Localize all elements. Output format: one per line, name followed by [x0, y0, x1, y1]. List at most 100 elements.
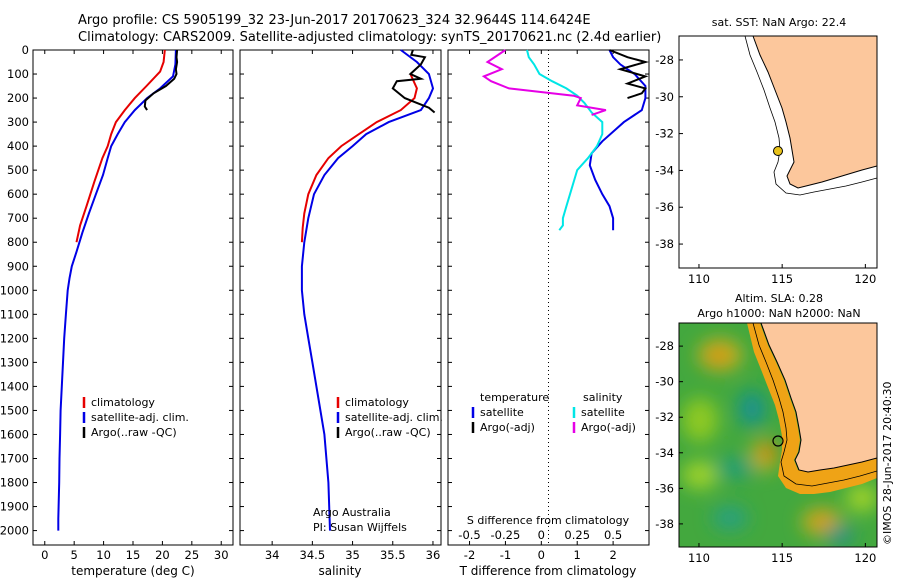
map-y-tick-label: -34: [655, 163, 674, 177]
imos-footer: ©IMOS 28-Jun-2017 20:40:30: [881, 381, 894, 545]
salinity-legend: climatology satellite-adj. clim. Argo(..…: [336, 396, 443, 439]
temperature-xlabel: temperature (deg C): [71, 564, 194, 578]
argo-position-marker: [772, 435, 784, 447]
plot-title-line2: Climatology: CARS2009. Satellite-adjuste…: [78, 30, 662, 45]
depth-tick-label: 0: [22, 43, 29, 57]
depth-tick-label: 1600: [0, 427, 29, 441]
depth-tick-label: 200: [7, 91, 29, 105]
map-x-tick-label: 110: [688, 272, 710, 286]
difference-legend: temperature salinity satellite Argo(-adj…: [471, 391, 636, 434]
depth-tick-label: 1500: [0, 403, 29, 417]
salinity-xlabel: salinity: [318, 564, 361, 578]
depth-tick-label: 1200: [0, 331, 29, 345]
land-shape: [752, 35, 878, 189]
shelf-contour: [744, 35, 878, 196]
legend-climatology: climatology: [91, 396, 155, 409]
x-tick-label: 10: [96, 548, 111, 562]
depth-tick-label: 1300: [0, 355, 29, 369]
x-tick-label: 30: [214, 548, 229, 562]
t-difference-xlabel: T difference from climatology: [459, 564, 637, 578]
temperature-legend: climatology satellite-adj. clim. Argo(..…: [82, 396, 189, 439]
x-tick-label: -2: [464, 548, 475, 562]
map-x-tick-label: 115: [771, 551, 793, 565]
depth-tick-label: 1100: [0, 307, 29, 321]
legend-argo: Argo(..raw -QC): [91, 426, 177, 439]
depth-tick-label: 1000: [0, 283, 29, 297]
legend-t-argo: Argo(-adj): [480, 421, 535, 434]
series-line-1: [57, 49, 177, 531]
legend-s-argo: Argo(-adj): [581, 421, 636, 434]
s-tick-label: -0.5: [458, 528, 480, 542]
series-line-1: [609, 49, 650, 100]
map-y-tick-label: -28: [655, 53, 674, 67]
map-x-tick-label: 110: [688, 551, 710, 565]
sla-map-title1: Altim. SLA: 0.28: [735, 292, 823, 305]
map-x-tick-label: 120: [854, 272, 876, 286]
shelf-sla-band: [747, 323, 877, 494]
map-y-tick-label: -38: [655, 517, 674, 531]
sla-heatmap: [679, 323, 877, 547]
salinity-axes: [239, 49, 442, 546]
depth-tick-label: 300: [7, 115, 29, 129]
temperature-panel: 0100200300400500600700800900100011001200…: [0, 43, 234, 578]
salinity-panel: 34 34.5 35 35.5 36 salinity climatology sate…: [239, 49, 443, 578]
x-tick-label: 20: [155, 548, 170, 562]
map-y-tick-label: -32: [655, 127, 674, 141]
shelf-contour: [752, 323, 877, 487]
map-y-tick-label: -28: [655, 339, 674, 353]
temperature-axes: [32, 49, 234, 546]
depth-tick-label: 500: [7, 163, 29, 177]
legend-satellite-adj: satellite-adj. clim.: [345, 411, 443, 424]
series-line-2: [391, 49, 436, 114]
sla-map-title2: Argo h1000: NaN h2000: NaN: [697, 307, 860, 320]
plot-title-line1: Argo profile: CS 5905199_32 23-Jun-2017 …: [78, 13, 591, 28]
x-tick-label: 35.5: [380, 548, 406, 562]
series-line-3: [481, 49, 607, 116]
legend-argo: Argo(..raw -QC): [345, 426, 431, 439]
x-tick-label: 36: [426, 548, 441, 562]
map-y-tick-label: -36: [655, 200, 674, 214]
x-tick-label: 0: [538, 548, 545, 562]
legend-temperature-title: temperature: [480, 391, 549, 404]
map-x-tick-label: 120: [854, 551, 876, 565]
depth-tick-label: 1800: [0, 476, 29, 490]
s-tick-label: 0.25: [564, 528, 590, 542]
credit-line1: Argo Australia: [313, 506, 391, 519]
map-y-tick-label: -34: [655, 446, 674, 460]
series-line-0: [300, 73, 418, 243]
x-tick-label: 35: [345, 548, 360, 562]
series-line-1: [300, 49, 435, 531]
x-tick-label: 1: [574, 548, 581, 562]
legend-s-satellite: satellite: [581, 406, 625, 419]
map-y-tick-label: -36: [655, 481, 674, 495]
series-line-2: [526, 49, 604, 231]
x-tick-label: 0: [41, 548, 48, 562]
sla-map: Altim. SLA: 0.28 Argo h1000: NaN h2000: …: [655, 292, 878, 565]
map-y-tick-label: -30: [655, 375, 674, 389]
difference-panel: -2 -1 0 1 2 T difference from climatology S …: [447, 49, 650, 578]
depth-tick-label: 1900: [0, 500, 29, 514]
depth-tick-label: 900: [7, 259, 29, 273]
legend-climatology: climatology: [345, 396, 409, 409]
map-y-tick-label: -30: [655, 90, 674, 104]
land-shape: [760, 323, 877, 473]
x-tick-label: 25: [185, 548, 200, 562]
legend-satellite-adj: satellite-adj. clim.: [91, 411, 189, 424]
depth-tick-label: 700: [7, 211, 29, 225]
x-tick-label: 34: [265, 548, 280, 562]
series-line-0: [75, 49, 166, 243]
depth-tick-label: 1400: [0, 379, 29, 393]
map-y-tick-label: -32: [655, 410, 674, 424]
s-tick-label: -0.25: [491, 528, 521, 542]
legend-salinity-title: salinity: [583, 391, 623, 404]
depth-tick-label: 600: [7, 187, 29, 201]
depth-tick-label: 100: [7, 67, 29, 81]
x-tick-label: 15: [126, 548, 141, 562]
x-tick-label: 2: [609, 548, 616, 562]
series-line-2: [143, 49, 179, 111]
series-line-0: [588, 49, 647, 231]
legend-t-satellite: satellite: [480, 406, 524, 419]
depth-tick-label: 2000: [0, 524, 29, 538]
s-tick-label: 0.5: [604, 528, 622, 542]
